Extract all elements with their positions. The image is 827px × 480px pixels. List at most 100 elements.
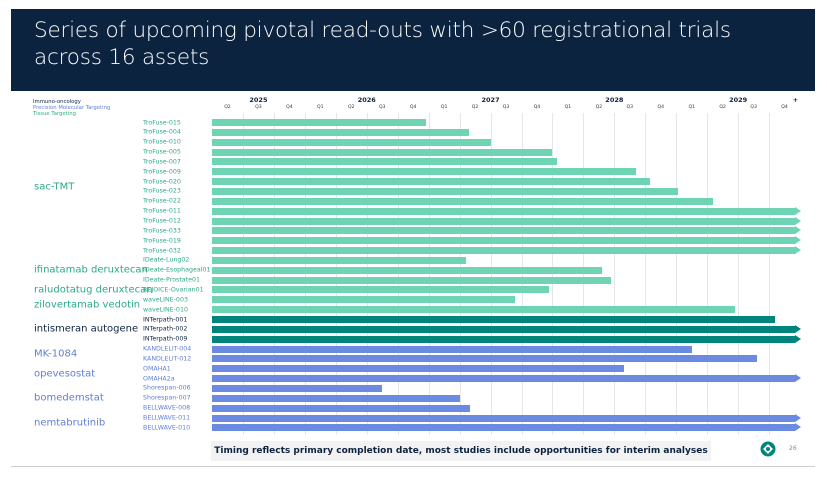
trial-label: INTerpath-002 xyxy=(143,325,188,333)
gridline xyxy=(273,113,275,435)
year-label: 2026 xyxy=(357,96,376,104)
trial-bar xyxy=(212,384,383,392)
quarter-label: Q1 xyxy=(688,105,695,110)
trial-bar xyxy=(212,237,795,245)
quarter-label: Q4 xyxy=(657,105,665,110)
trial-bar xyxy=(212,316,776,323)
trial-bar xyxy=(212,247,795,255)
gridline xyxy=(583,113,585,435)
trial-bar-arrow xyxy=(795,334,801,343)
trial-bar-arrow xyxy=(795,413,801,422)
year-label: 2027 xyxy=(481,96,500,104)
trial-label: TroFuse-022 xyxy=(143,197,181,205)
trial-bar xyxy=(212,128,469,136)
gridline xyxy=(552,113,554,435)
trial-bar xyxy=(212,306,736,314)
quarter-label: Q3 xyxy=(255,105,262,110)
trial-label: TroFuse-020 xyxy=(143,178,181,186)
trial-label: BELLWAVE-008 xyxy=(143,404,191,412)
trial-bar xyxy=(212,414,795,422)
asset-label: MK-1084 xyxy=(34,348,78,360)
quarter-label: Q4 xyxy=(533,105,541,110)
gridline xyxy=(521,113,523,435)
quarter-label: Q3 xyxy=(626,105,634,110)
company-logo-icon xyxy=(760,441,776,457)
quarter-label: Q4 xyxy=(409,105,417,110)
quarter-label: Q1 xyxy=(317,105,324,110)
trial-label: OMAHA1 xyxy=(143,365,171,373)
gridline xyxy=(397,113,399,435)
gridline xyxy=(645,113,647,435)
asset-label: bomedemstat xyxy=(34,392,104,404)
asset-label: sac-TMT xyxy=(34,181,75,193)
page-number: 26 xyxy=(789,445,797,452)
gridline xyxy=(428,113,430,435)
trial-bar xyxy=(212,119,426,126)
trial-bar xyxy=(212,168,636,176)
gridline xyxy=(242,113,244,435)
gridline xyxy=(707,113,709,435)
gridline xyxy=(614,113,616,435)
legend: Immuno-oncology Precision Molecular Targ… xyxy=(33,99,110,117)
trial-label: BELLWAVE-011 xyxy=(143,414,191,422)
quarter-label: Q4 xyxy=(286,105,293,110)
gridline xyxy=(769,113,771,435)
trial-label: REJOICE-Ovarian01 xyxy=(143,286,204,294)
trial-bar xyxy=(212,404,471,412)
quarter-label: Q2 xyxy=(224,105,231,110)
gridline xyxy=(304,113,306,435)
trial-label: TroFuse-032 xyxy=(143,247,181,255)
trial-bar xyxy=(212,355,757,363)
trial-label: TroFuse-010 xyxy=(143,138,181,146)
trial-label: TroFuse-011 xyxy=(143,207,181,215)
trial-label: TroFuse-033 xyxy=(143,227,181,235)
trial-bar xyxy=(212,335,795,343)
trial-label: Shorespan-006 xyxy=(143,384,191,392)
quarter-label: Q2 xyxy=(595,105,603,110)
gridline xyxy=(676,113,678,435)
trial-bar-arrow xyxy=(795,226,801,235)
trial-bar xyxy=(212,158,558,166)
legend-item-tissue: Tissue Targeting xyxy=(33,111,76,117)
trial-label: TroFuse-007 xyxy=(143,158,181,166)
trial-bar-arrow xyxy=(795,246,801,255)
trial-bar-arrow xyxy=(795,324,801,333)
trial-bar-arrow xyxy=(795,206,801,215)
trial-bar xyxy=(212,148,553,156)
asset-label: intismeran autogene xyxy=(34,323,139,335)
asset-label: nemtabrutinib xyxy=(34,417,106,429)
trial-bar xyxy=(212,296,516,304)
quarter-label: Q1 xyxy=(440,105,448,110)
trial-bar xyxy=(212,286,550,294)
gridline xyxy=(459,113,461,435)
gridline xyxy=(366,113,368,435)
trial-label: INTerpath-001 xyxy=(143,316,188,323)
asset-label: opevesostat xyxy=(34,368,96,380)
year-label: + xyxy=(792,96,799,104)
trial-label: TroFuse-005 xyxy=(143,148,181,156)
trial-label: IDeate-Esophageal01 xyxy=(143,266,211,274)
year-label: 2029 xyxy=(729,96,748,104)
footer-divider xyxy=(11,466,815,467)
trial-bar xyxy=(212,187,678,195)
quarter-label: Q3 xyxy=(378,105,386,110)
trial-label: waveLINE-010 xyxy=(143,306,188,314)
quarter-label: Q2 xyxy=(347,105,355,110)
trial-bar-arrow xyxy=(795,423,801,432)
trial-label: TroFuse-009 xyxy=(143,168,181,176)
asset-label: raludotatug deruxtecan xyxy=(34,284,153,296)
trial-label: KANDLELIT-004 xyxy=(143,345,192,353)
gridline xyxy=(335,113,337,435)
trial-bar xyxy=(212,256,466,264)
asset-label: ifinatamab deruxtecan xyxy=(34,264,148,276)
trial-bar xyxy=(212,325,795,333)
trial-bar xyxy=(212,365,624,373)
trial-bar-arrow xyxy=(795,374,801,383)
asset-label: zilovertamab vedotin xyxy=(34,299,141,311)
trial-bar xyxy=(212,394,460,402)
trial-label: BELLWAVE-010 xyxy=(143,424,191,432)
footnote: Timing reflects primary completion date,… xyxy=(214,446,708,456)
trial-label: KANDLELIT-012 xyxy=(143,355,192,363)
quarter-label: Q3 xyxy=(502,105,510,110)
trial-label: TroFuse-012 xyxy=(143,217,181,225)
